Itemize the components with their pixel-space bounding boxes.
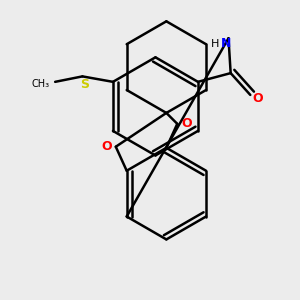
Text: O: O <box>102 140 112 153</box>
Text: N: N <box>221 37 232 50</box>
Text: S: S <box>80 77 89 91</box>
Text: O: O <box>253 92 263 105</box>
Text: H: H <box>211 39 220 49</box>
Text: O: O <box>182 117 192 130</box>
Text: CH₃: CH₃ <box>32 79 50 89</box>
